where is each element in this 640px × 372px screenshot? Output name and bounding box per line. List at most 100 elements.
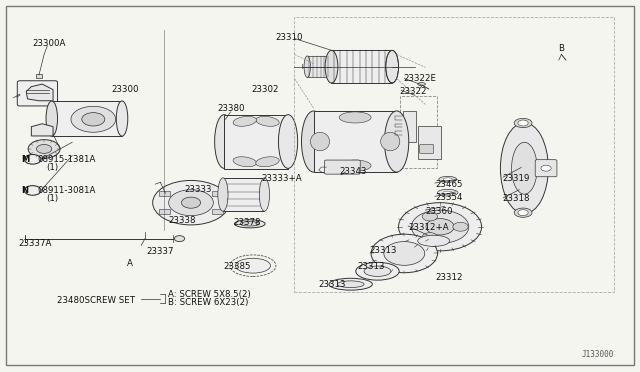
Circle shape [453, 222, 468, 231]
Ellipse shape [514, 208, 532, 217]
Text: 23337: 23337 [147, 247, 174, 256]
Ellipse shape [218, 178, 228, 211]
Ellipse shape [256, 157, 279, 167]
Ellipse shape [301, 111, 326, 172]
Ellipse shape [46, 101, 58, 136]
Ellipse shape [240, 222, 259, 226]
Text: 23310: 23310 [275, 33, 303, 42]
Ellipse shape [116, 101, 128, 136]
Text: 23312: 23312 [435, 273, 463, 282]
Circle shape [153, 180, 229, 225]
Bar [159, 191, 170, 196]
Ellipse shape [511, 142, 537, 194]
Ellipse shape [310, 132, 330, 151]
Ellipse shape [339, 160, 371, 171]
Bar [223, 178, 264, 211]
Ellipse shape [385, 111, 409, 172]
Circle shape [24, 186, 41, 195]
Text: 23465: 23465 [435, 180, 463, 189]
Text: 23302: 23302 [251, 85, 278, 94]
FancyBboxPatch shape [324, 160, 360, 174]
Text: (1): (1) [47, 163, 59, 172]
Circle shape [82, 113, 105, 126]
Text: A: A [127, 259, 133, 268]
Ellipse shape [234, 220, 265, 228]
Text: 23378: 23378 [234, 218, 261, 227]
Text: 23385: 23385 [223, 262, 250, 271]
Bar [332, 50, 392, 83]
Text: 23300: 23300 [111, 85, 139, 94]
Circle shape [169, 190, 213, 216]
Circle shape [426, 219, 454, 235]
Circle shape [399, 203, 481, 251]
Ellipse shape [339, 112, 371, 123]
Bar [52, 101, 122, 136]
Bar [212, 191, 223, 196]
Ellipse shape [214, 115, 234, 169]
Text: 23354: 23354 [435, 193, 463, 202]
Text: 23337A: 23337A [19, 239, 52, 248]
Bar [212, 209, 223, 214]
Circle shape [371, 234, 438, 273]
Ellipse shape [329, 278, 372, 290]
Ellipse shape [439, 176, 457, 182]
Ellipse shape [278, 115, 298, 169]
Text: 23338: 23338 [168, 216, 195, 225]
Polygon shape [26, 84, 53, 101]
Ellipse shape [418, 83, 426, 86]
Ellipse shape [304, 56, 310, 77]
Ellipse shape [443, 191, 452, 194]
Bar [36, 74, 42, 78]
Text: 23380: 23380 [218, 104, 245, 113]
Circle shape [181, 197, 200, 208]
Ellipse shape [364, 266, 391, 276]
Bar [159, 209, 170, 214]
FancyBboxPatch shape [17, 81, 58, 106]
Text: 23319: 23319 [502, 174, 529, 183]
Circle shape [384, 241, 425, 265]
Circle shape [71, 106, 116, 132]
Text: 08911-3081A: 08911-3081A [38, 186, 96, 195]
Polygon shape [31, 124, 53, 136]
FancyBboxPatch shape [420, 144, 434, 153]
Ellipse shape [236, 258, 271, 273]
Ellipse shape [444, 178, 452, 181]
Text: 23360: 23360 [426, 208, 453, 217]
Ellipse shape [233, 157, 257, 167]
Text: 23318: 23318 [502, 195, 529, 203]
Bar [314, 111, 397, 172]
Bar [307, 56, 332, 77]
Bar [224, 115, 288, 169]
Ellipse shape [500, 123, 548, 214]
Bar [403, 111, 416, 142]
Text: 23312+A: 23312+A [408, 223, 449, 232]
Text: B: B [558, 44, 564, 53]
Text: A: SCREW 5X8.5(2): A: SCREW 5X8.5(2) [168, 290, 251, 299]
Text: 08915-1381A: 08915-1381A [38, 155, 96, 164]
Text: 23300A: 23300A [33, 39, 66, 48]
Text: 23333+A: 23333+A [261, 174, 302, 183]
Ellipse shape [233, 116, 257, 126]
Circle shape [28, 140, 60, 158]
Circle shape [518, 210, 528, 216]
FancyBboxPatch shape [535, 160, 557, 177]
Text: B: SCREW 6X23(2): B: SCREW 6X23(2) [168, 298, 248, 307]
Circle shape [541, 165, 551, 171]
Text: 23313: 23313 [370, 246, 397, 255]
Text: (1): (1) [47, 194, 59, 203]
Circle shape [422, 232, 438, 241]
Bar [294, 17, 614, 292]
Text: 23333: 23333 [184, 185, 212, 194]
Ellipse shape [381, 132, 400, 151]
Text: N: N [22, 186, 28, 195]
Ellipse shape [256, 116, 279, 126]
Ellipse shape [386, 50, 399, 83]
Bar [400, 96, 437, 168]
Text: M: M [21, 155, 29, 164]
Text: 23313: 23313 [357, 262, 385, 271]
Ellipse shape [438, 189, 458, 196]
Text: 23322E: 23322E [403, 74, 436, 83]
Circle shape [174, 235, 184, 241]
Ellipse shape [514, 118, 532, 128]
Circle shape [24, 154, 41, 164]
